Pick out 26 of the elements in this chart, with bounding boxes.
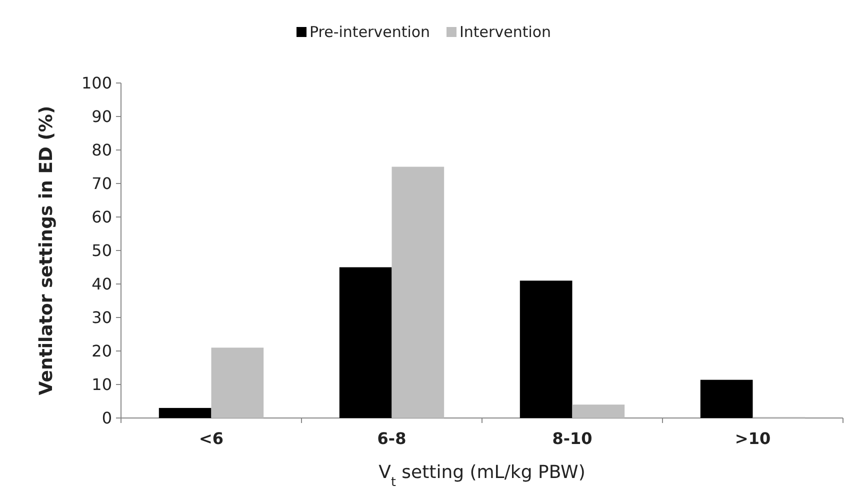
y-axis-title: Ventilator settings in ED (%): [36, 106, 57, 396]
y-tick-label: 90: [92, 107, 112, 126]
x-tick-label: 8-10: [552, 429, 592, 448]
y-tick-label: 60: [92, 208, 112, 227]
x-tick-label: <6: [198, 429, 224, 448]
y-tick-label: 40: [92, 274, 112, 294]
bar: [211, 348, 264, 418]
y-tick-label: 0: [102, 408, 112, 428]
bar: [392, 166, 444, 418]
bar: [700, 380, 753, 418]
y-tick-label: 100: [81, 74, 112, 93]
y-tick-label: 70: [92, 174, 112, 194]
x-axis-title: V$_{t}$ setting (mL/kg PBW): [378, 462, 586, 488]
legend-label: Pre-intervention: [310, 23, 430, 41]
y-tick-label: 80: [92, 140, 112, 160]
y-tick-label: 50: [92, 241, 112, 260]
bar: [158, 408, 212, 418]
bar: [520, 280, 572, 418]
y-tick-label: 10: [92, 375, 112, 394]
x-tick-label: 6-8: [377, 429, 406, 448]
bar: [339, 267, 392, 418]
y-tick-label: 30: [92, 308, 112, 328]
x-tick-label: >10: [734, 429, 771, 448]
legend-label: Intervention: [460, 23, 552, 41]
bar: [572, 404, 625, 418]
y-tick-label: 20: [92, 342, 112, 361]
